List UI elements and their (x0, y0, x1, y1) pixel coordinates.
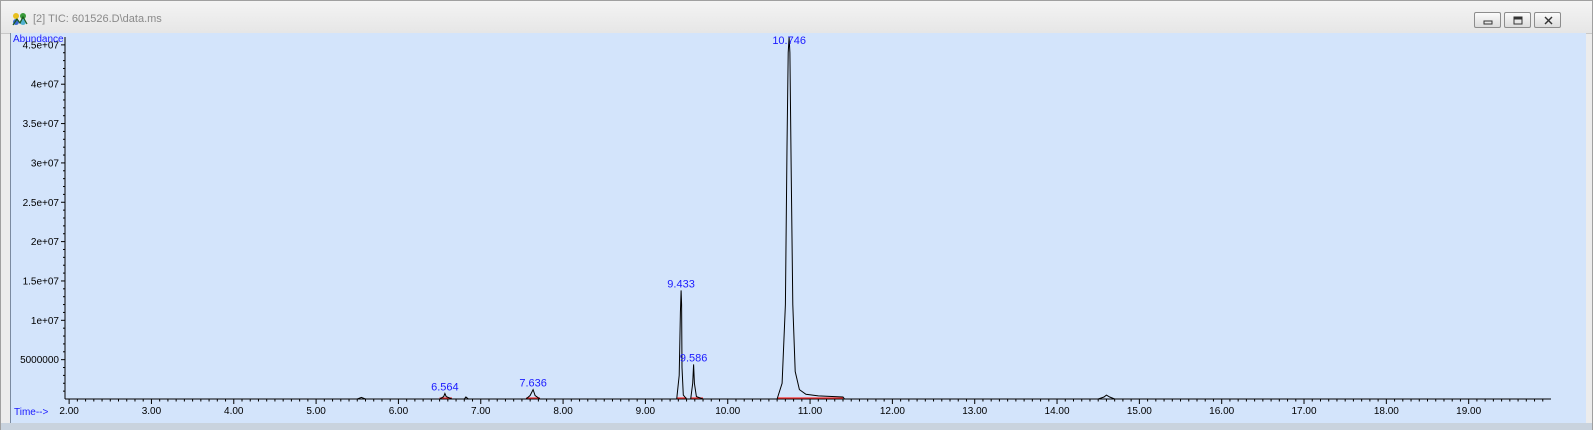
peak-label: 6.564 (431, 381, 459, 393)
x-tick-label: 6.00 (389, 406, 409, 417)
peak-labels: 6.564 7.636 9.433 9.586 10.746 (431, 35, 806, 393)
restore-button[interactable] (1504, 12, 1531, 28)
peak-label: 9.586 (680, 352, 708, 364)
minimize-icon (1483, 20, 1493, 25)
x-tick-label: 2.00 (59, 406, 79, 417)
tic-chart: 5000000 1e+07 1.5e+07 2e+07 2.5e+07 3e+07 3.5e… (13, 34, 1551, 418)
x-tick-label: 5.00 (306, 406, 326, 417)
x-tick-label: 13.00 (962, 406, 987, 417)
close-icon (1544, 16, 1553, 25)
x-axis-label: Time--> (14, 407, 49, 418)
x-tick-label: 4.00 (224, 406, 244, 417)
minimize-button[interactable] (1474, 12, 1501, 28)
y-tick-label: 1e+07 (31, 316, 60, 327)
y-tick-label: 1.5e+07 (23, 276, 60, 287)
peak-label: 7.636 (519, 378, 547, 390)
y-axis-label: Abundance (13, 34, 64, 45)
y-tick-label: 5000000 (20, 355, 59, 366)
close-button[interactable] (1534, 12, 1561, 28)
x-tick-label: 10.00 (715, 406, 740, 417)
x-tick-label: 15.00 (1127, 406, 1152, 417)
y-tick-label: 3e+07 (31, 158, 60, 169)
y-tick-label: 3.5e+07 (23, 119, 60, 130)
y-tick-label: 2e+07 (31, 237, 60, 248)
y-tick-label: 2.5e+07 (23, 198, 60, 209)
chromatogram-plot-area[interactable]: 5000000 1e+07 1.5e+07 2e+07 2.5e+07 3e+07 3.5e… (10, 33, 1586, 423)
y-tick-label: 4.5e+07 (23, 40, 60, 51)
x-tick-label: 8.00 (553, 406, 573, 417)
x-tick-label: 12.00 (880, 406, 905, 417)
x-tick-label: 7.00 (471, 406, 491, 417)
x-tick-label: 16.00 (1209, 406, 1234, 417)
x-tick-label: 19.00 (1456, 406, 1481, 417)
x-tick-label: 3.00 (142, 406, 162, 417)
status-strip (1, 423, 1592, 430)
x-tick-label: 17.00 (1292, 406, 1317, 417)
title-bar[interactable]: [2] TIC: 601526.D\data.ms (1, 1, 1592, 34)
x-tick-label: 18.00 (1374, 406, 1399, 417)
window-title: [2] TIC: 601526.D\data.ms (33, 13, 162, 25)
axes-layer: 5000000 1e+07 1.5e+07 2e+07 2.5e+07 3e+07 3.5e… (20, 37, 1551, 417)
chromatogram-app-icon (11, 11, 29, 27)
restore-icon (1513, 16, 1523, 25)
x-tick-label: 11.00 (798, 406, 823, 417)
tic-trace (65, 36, 1551, 400)
x-tick-label: 9.00 (636, 406, 656, 417)
peak-label: 9.433 (667, 278, 695, 290)
peak-label: 10.746 (772, 35, 806, 47)
x-tick-label: 14.00 (1045, 406, 1070, 417)
y-tick-label: 4e+07 (31, 80, 60, 91)
